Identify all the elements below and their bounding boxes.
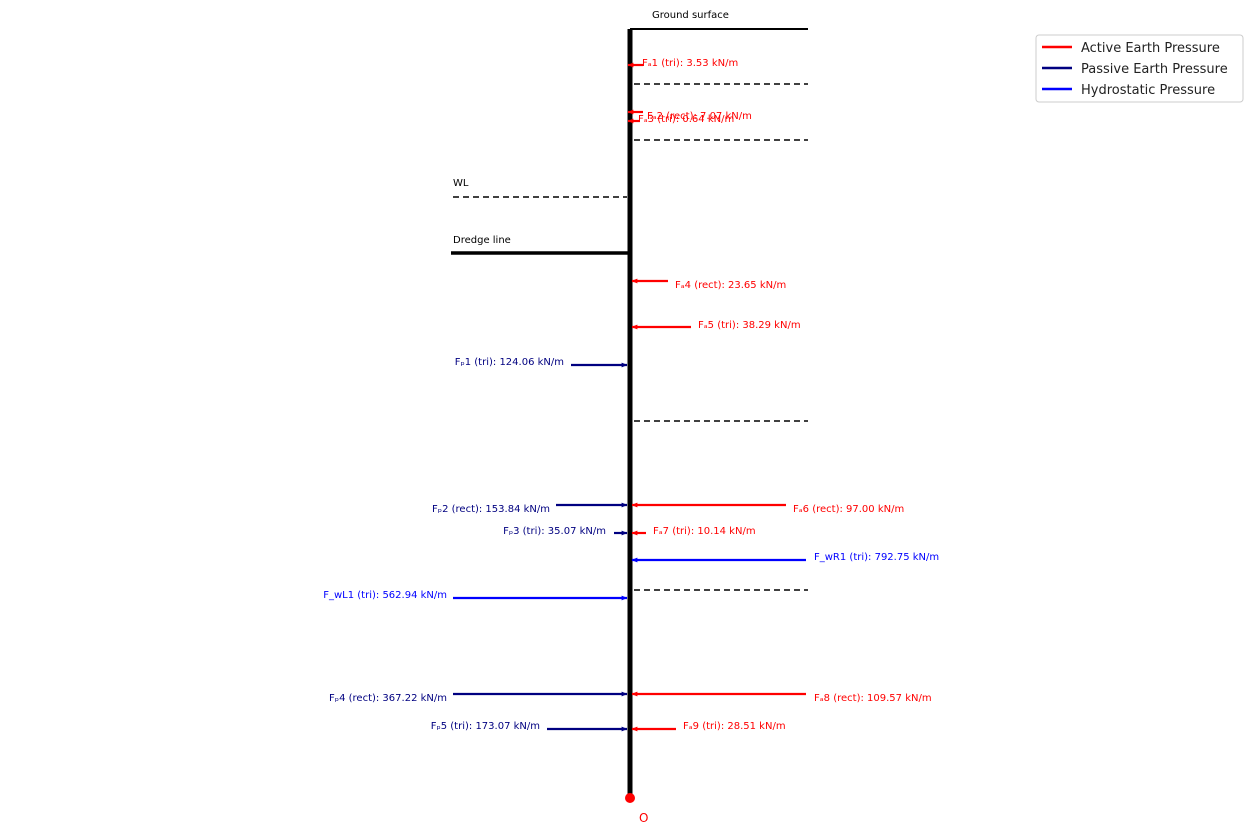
force-fa3: Fₐ3 (tri): 0.64 kN/m xyxy=(627,114,734,125)
force-label: Fₐ1 (tri): 3.53 kN/m xyxy=(642,58,738,69)
force-fwr1: F_wR1 (tri): 792.75 kN/m xyxy=(631,552,939,563)
legend-label-passive: Passive Earth Pressure xyxy=(1081,62,1228,77)
force-label: Fₐ5 (tri): 38.29 kN/m xyxy=(698,320,801,331)
force-label: F_wL1 (tri): 562.94 kN/m xyxy=(323,590,447,601)
legend-label-hydrostatic: Hydrostatic Pressure xyxy=(1081,83,1215,98)
force-label: Fₚ2 (rect): 153.84 kN/m xyxy=(432,504,550,515)
force-label: Fₚ5 (tri): 173.07 kN/m xyxy=(431,721,540,732)
force-fa4: Fₐ4 (rect): 23.65 kN/m xyxy=(631,278,786,291)
force-label: Fₐ3 (tri): 0.64 kN/m xyxy=(638,114,734,125)
force-label: Fₚ3 (tri): 35.07 kN/m xyxy=(503,526,606,537)
force-label: Fₐ2 (rect): 7.07 kN/m xyxy=(647,111,752,122)
force-fwl1: F_wL1 (tri): 562.94 kN/m xyxy=(323,590,628,601)
force-label: Fₐ9 (tri): 28.51 kN/m xyxy=(683,721,786,732)
force-fa1: Fₐ1 (tri): 3.53 kN/m xyxy=(627,58,738,69)
force-fp4: Fₚ4 (rect): 367.22 kN/m xyxy=(329,691,628,704)
force-fa6: Fₐ6 (rect): 97.00 kN/m xyxy=(631,502,904,515)
force-label: Fₐ6 (rect): 97.00 kN/m xyxy=(793,504,904,515)
force-fa2: Fₐ2 (rect): 7.07 kN/m xyxy=(627,109,752,122)
force-fp2: Fₚ2 (rect): 153.84 kN/m xyxy=(432,502,628,515)
origin-label: O xyxy=(639,811,648,825)
force-label: F_wR1 (tri): 792.75 kN/m xyxy=(814,552,939,563)
force-fa5: Fₐ5 (tri): 38.29 kN/m xyxy=(631,320,801,331)
legend: Active Earth Pressure Passive Earth Pres… xyxy=(1035,34,1244,103)
force-fp5: Fₚ5 (tri): 173.07 kN/m xyxy=(431,721,628,732)
origin-point xyxy=(625,793,635,803)
ground-surface-label: Ground surface xyxy=(652,10,729,21)
force-label: Fₐ4 (rect): 23.65 kN/m xyxy=(675,280,786,291)
force-fp3: Fₚ3 (tri): 35.07 kN/m xyxy=(503,526,628,537)
legend-label-active: Active Earth Pressure xyxy=(1081,41,1220,56)
force-label: Fₐ7 (tri): 10.14 kN/m xyxy=(653,526,756,537)
legend-box xyxy=(1035,34,1244,103)
force-fp1: Fₚ1 (tri): 124.06 kN/m xyxy=(455,357,628,368)
force-fa8: Fₐ8 (rect): 109.57 kN/m xyxy=(631,691,932,704)
force-fa9: Fₐ9 (tri): 28.51 kN/m xyxy=(631,721,786,732)
force-label: Fₚ1 (tri): 124.06 kN/m xyxy=(455,357,564,368)
force-label: Fₐ8 (rect): 109.57 kN/m xyxy=(814,693,932,704)
dredge-line-label: Dredge line xyxy=(453,235,511,246)
water-level-label: WL xyxy=(453,178,469,189)
force-label: Fₚ4 (rect): 367.22 kN/m xyxy=(329,693,447,704)
force-fa7: Fₐ7 (tri): 10.14 kN/m xyxy=(631,526,756,537)
